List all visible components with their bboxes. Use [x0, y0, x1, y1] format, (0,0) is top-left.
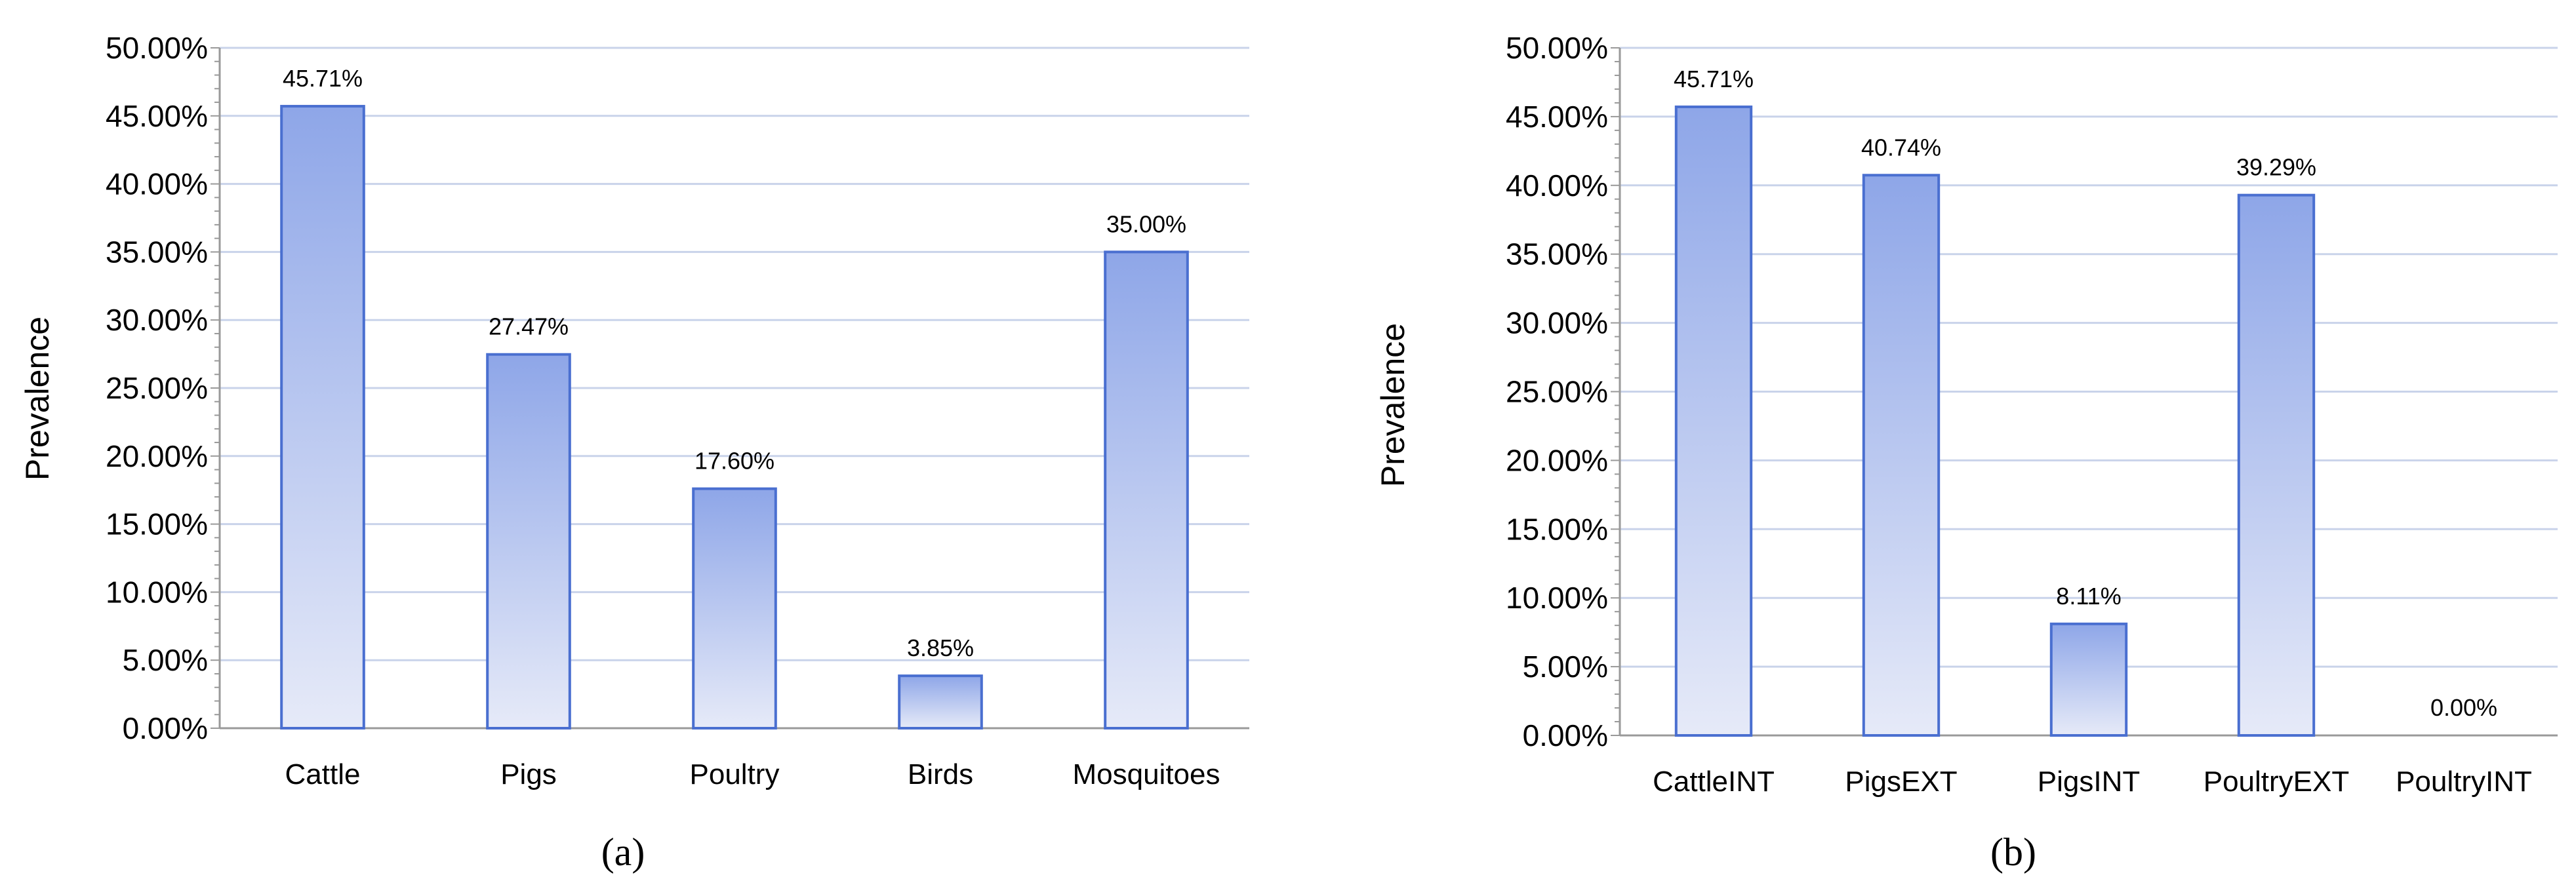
bar [280, 105, 365, 730]
data-label: 27.47% [489, 313, 569, 340]
panel-label: (a) [601, 830, 645, 874]
data-label: 0.00% [2430, 694, 2497, 721]
y-tick-label: 5.00% [123, 643, 208, 677]
y-tick-label: 30.00% [1506, 306, 1608, 340]
y-tick-label: 35.00% [106, 235, 208, 269]
data-label: 39.29% [2236, 154, 2316, 181]
y-tick-label: 5.00% [1523, 650, 1608, 684]
y-tick-label: 10.00% [1506, 581, 1608, 615]
y-tick-label: 0.00% [123, 711, 208, 745]
y-tick-label: 50.00% [106, 31, 208, 65]
x-tick-label: PigsEXT [1845, 766, 1957, 798]
data-label: 35.00% [1106, 210, 1186, 237]
bar [1674, 106, 1753, 737]
x-tick-label: PigsINT [2038, 766, 2140, 798]
y-tick-label: 40.00% [1506, 168, 1608, 203]
data-label: 17.60% [694, 448, 775, 475]
y-tick-label: 20.00% [106, 439, 208, 473]
bar [2237, 193, 2316, 737]
bar [2049, 622, 2128, 737]
y-tick-label: 15.00% [106, 507, 208, 541]
bar [692, 487, 777, 730]
bar [1862, 174, 1941, 737]
bar [1104, 250, 1189, 730]
x-tick-label: PoultryINT [2396, 766, 2532, 798]
y-tick-label: 35.00% [1506, 237, 1608, 271]
bar [486, 353, 571, 730]
x-tick-label: CattleINT [1653, 766, 1775, 798]
y-tick-label: 15.00% [1506, 512, 1608, 546]
y-axis-label: Prevalence [1375, 323, 1411, 487]
data-label: 45.71% [1674, 66, 1754, 92]
y-axis-label: Prevalence [19, 317, 56, 480]
data-label: 45.71% [283, 65, 363, 92]
y-tick-label: 45.00% [1506, 100, 1608, 134]
y-tick-label: 40.00% [106, 167, 208, 201]
y-tick-label: 25.00% [106, 371, 208, 405]
y-tick-label: 10.00% [106, 575, 208, 609]
y-tick-label: 0.00% [1523, 718, 1608, 752]
panel-label: (b) [1990, 830, 2036, 874]
bar [898, 674, 983, 730]
x-tick-label: PoultryEXT [2204, 766, 2350, 798]
y-tick-label: 20.00% [1506, 443, 1608, 477]
x-tick-label: Pigs [500, 758, 557, 790]
y-tick-label: 30.00% [106, 303, 208, 337]
chart-b: 0.00% 5.00% 10.00% 15.00% 20.00% 25.00% 30.00%… [1375, 31, 2558, 874]
y-tick-label: 45.00% [106, 99, 208, 133]
x-tick-label: Poultry [690, 758, 780, 790]
data-label: 40.74% [1861, 134, 1941, 161]
x-tick-label: Birds [908, 758, 973, 790]
y-tick-label: 50.00% [1506, 31, 1608, 65]
data-label: 8.11% [2056, 583, 2121, 610]
x-tick-label: Cattle [285, 758, 361, 790]
data-label: 3.85% [907, 634, 974, 661]
chart-a: 0.00% 5.00% 10.00% 15.00% 20.00% 25.00% 30.00%… [19, 31, 1249, 874]
x-tick-label: Mosquitoes [1072, 758, 1220, 790]
y-tick-label: 25.00% [1506, 375, 1608, 409]
